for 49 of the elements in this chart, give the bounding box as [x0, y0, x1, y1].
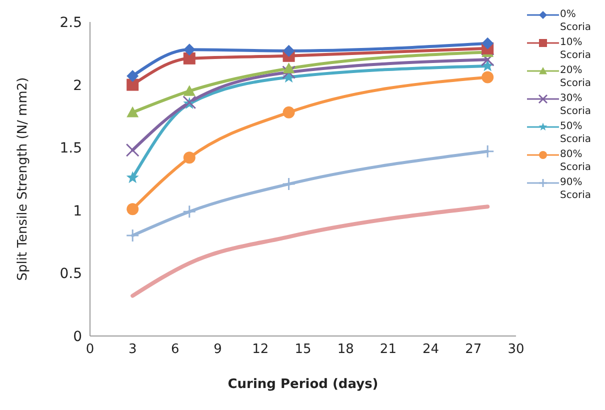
y-axis-title: Split Tensile Strength (N/ mm2)	[16, 77, 31, 281]
legend-label: 80% Scoria	[560, 148, 592, 174]
point	[183, 44, 196, 56]
y-tick-label: 0	[73, 328, 82, 345]
legend-label: 50% Scoria	[560, 120, 592, 146]
point	[126, 228, 140, 242]
x-tick-label: 0	[86, 342, 94, 358]
x-tick-label: 24	[422, 342, 440, 358]
point	[480, 144, 494, 158]
point	[126, 143, 140, 157]
point	[126, 171, 139, 184]
point	[126, 78, 139, 91]
x-tick-label: 21	[380, 342, 396, 358]
point	[126, 70, 139, 82]
x-tick-label: 6	[171, 342, 180, 358]
y-tick-label: 1.5	[60, 140, 82, 157]
y-tick-label: 2.5	[60, 14, 82, 31]
y-tick-label: 1	[73, 203, 82, 220]
legend-label: 90% Scoria	[560, 176, 592, 202]
legend-label: 10% Scoria	[560, 36, 592, 62]
x-tick-label: 27	[465, 342, 482, 358]
legend-label: 0% Scoria	[560, 8, 592, 34]
point	[482, 37, 494, 50]
y-tick-label: 0.5	[60, 266, 82, 282]
x-tick-label: 12	[252, 342, 269, 358]
point	[282, 62, 295, 74]
point	[480, 52, 494, 66]
point	[282, 65, 296, 79]
x-axis-title: Curing Period (days)	[228, 377, 378, 392]
x-tick-label: 15	[294, 342, 312, 358]
x-tick-label: 30	[508, 342, 524, 358]
point	[183, 52, 196, 64]
point	[126, 106, 139, 118]
point	[183, 152, 196, 164]
x-tick-label: 9	[214, 342, 222, 358]
legend-label: 30% Scoria	[560, 92, 592, 118]
x-tick-label: 18	[337, 342, 354, 358]
point	[482, 71, 494, 84]
x-tick-label: 3	[128, 342, 137, 358]
point	[126, 203, 139, 216]
line-series	[130, 204, 490, 298]
point	[282, 44, 295, 57]
point	[282, 106, 295, 118]
point	[282, 177, 296, 191]
point	[183, 85, 196, 96]
legend-label: 20% Scoria	[560, 64, 592, 90]
point	[182, 204, 196, 218]
y-tick-label: 2	[73, 78, 82, 94]
point	[481, 59, 494, 72]
